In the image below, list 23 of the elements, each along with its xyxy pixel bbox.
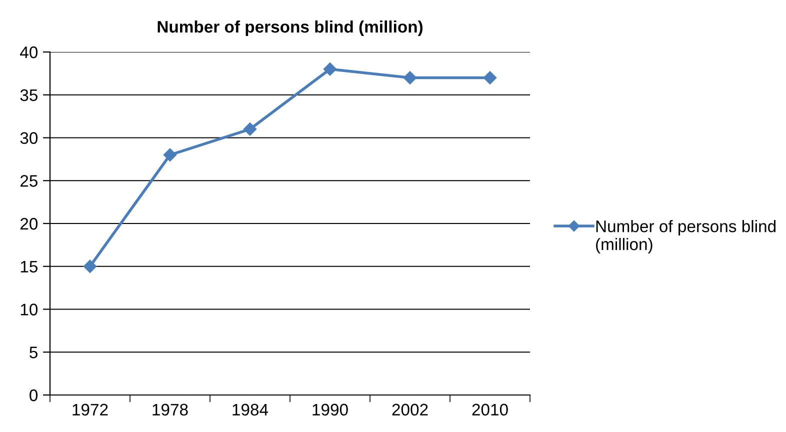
- legend-label: Number of persons blind (million): [596, 220, 776, 254]
- point: [163, 148, 177, 162]
- x-tick-label: 1990: [312, 404, 348, 416]
- chart-title: Number of persons blind (million): [158, 20, 423, 36]
- x-tick-label: 1972: [72, 404, 108, 416]
- point: [483, 71, 497, 84]
- y-tick-label: 15: [20, 260, 38, 273]
- y-tick-label: 30: [20, 132, 38, 144]
- point: [403, 71, 417, 84]
- y-tick-label: 0: [30, 389, 38, 402]
- point: [323, 62, 337, 76]
- y-tick-label: 40: [20, 46, 38, 58]
- y-tick-label: 10: [20, 304, 38, 316]
- y-tick-label: 25: [20, 175, 38, 187]
- point: [243, 122, 257, 136]
- x-tick-label: 2002: [392, 404, 428, 416]
- y-tick-label: 5: [30, 346, 38, 358]
- point: [83, 260, 97, 273]
- x-tick-label: 1984: [232, 404, 268, 416]
- x-tick-label: 1978: [152, 404, 188, 416]
- y-tick-label: 20: [20, 218, 38, 230]
- x-tick-label: 2010: [472, 404, 508, 416]
- y-tick-label: 35: [20, 89, 38, 102]
